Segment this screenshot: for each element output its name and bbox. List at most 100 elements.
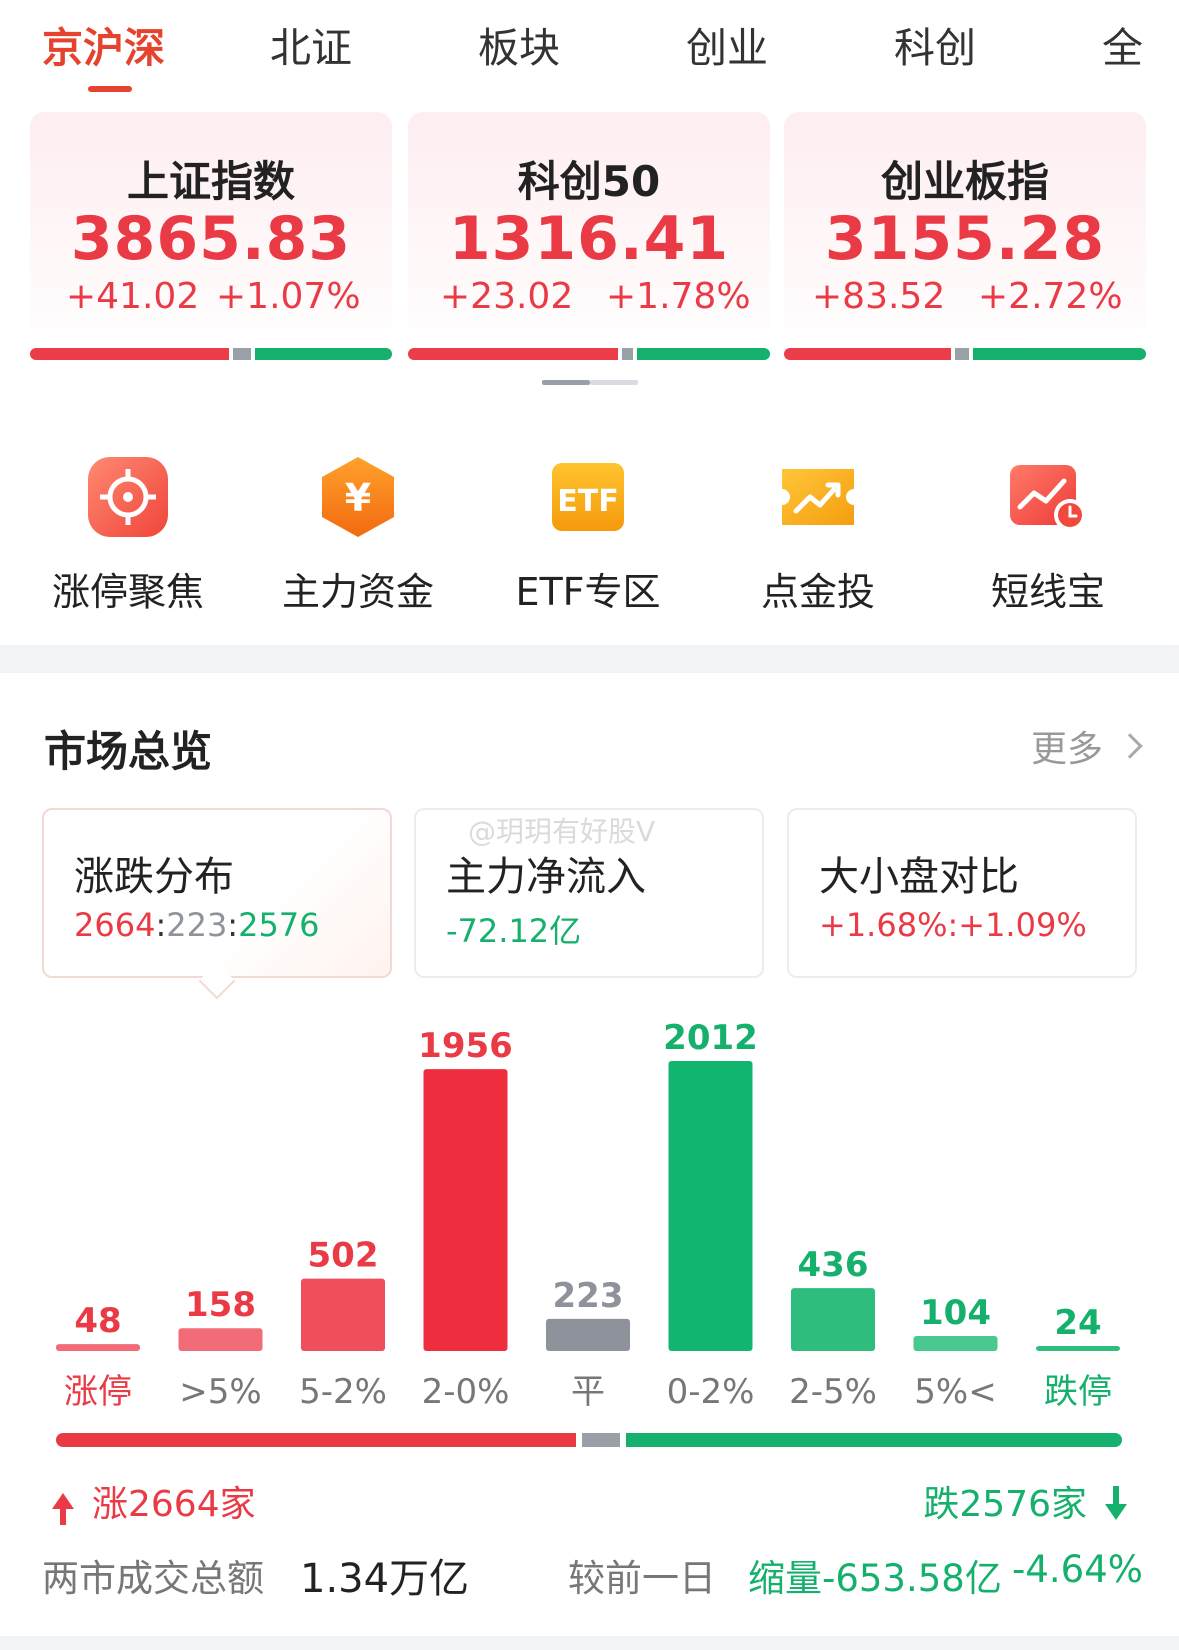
category-label: 平: [571, 1372, 605, 1412]
category-label: 跌停: [1044, 1372, 1112, 1412]
tab-jinghushen[interactable]: 京沪深: [42, 24, 165, 72]
target-icon: [88, 457, 168, 537]
shortcut-limit-up-focus[interactable]: 涨停聚焦: [38, 455, 218, 615]
category-label: 0-2%: [667, 1372, 755, 1412]
bar-value-label: 104: [920, 1293, 991, 1333]
yuan-hexagon-icon: ¥: [322, 457, 394, 537]
index-change-pct: +1.07%: [216, 276, 361, 317]
shortcut-duanxianbao[interactable]: 短线宝: [958, 455, 1138, 615]
breadth-flat-segment: [955, 348, 969, 360]
card-main-net-inflow[interactable]: 主力净流入 -72.12亿: [414, 808, 764, 978]
compare-label: 较前一日: [568, 1557, 716, 1600]
bar-value-label: 1956: [418, 1026, 513, 1066]
card-cap-comparison[interactable]: 大小盘对比 +1.68%:+1.09%: [787, 808, 1137, 978]
rise-count-label: 涨2664家: [92, 1484, 256, 1525]
breadth-up-segment: [784, 348, 951, 360]
index-breadth-bar: [30, 348, 392, 360]
bar-4: [546, 1318, 630, 1351]
category-label: 2-5%: [789, 1372, 877, 1412]
card-title: 主力净流入: [446, 854, 646, 900]
shortcut-main-capital[interactable]: ¥ 主力资金: [268, 455, 448, 615]
shortcut-label: 点金投: [760, 570, 875, 614]
shortcut-dianjintou[interactable]: 点金投: [728, 455, 908, 615]
category-label: 涨停: [64, 1372, 132, 1412]
rise-fall-distribution-chart: 48 涨停 158 >5% 502 5-2% 1956 2-0% 223 平 2012 0-2% 436…: [56, 1018, 1120, 1412]
svg-text:ETF: ETF: [557, 484, 618, 519]
breadth-down-segment: [973, 348, 1146, 360]
fall-count-label: 跌2576家: [923, 1484, 1087, 1525]
bar-value-label: 24: [1054, 1303, 1101, 1343]
bar-3: [423, 1069, 508, 1351]
active-tab-indicator: [88, 86, 132, 92]
index-change-pct: +2.72%: [978, 276, 1123, 317]
bar-6: [791, 1288, 875, 1351]
more-link[interactable]: 更多: [1030, 720, 1143, 772]
index-value: 1316.41: [448, 204, 730, 274]
cap-comparison-value: +1.68%:+1.09%: [819, 906, 1087, 944]
breadth-flat-segment: [622, 348, 633, 360]
tab-kechuang[interactable]: 科创: [894, 24, 976, 72]
arrow-up-icon: [52, 1493, 74, 1525]
index-change-pct: +1.78%: [606, 276, 751, 317]
tab-bankuai[interactable]: 板块: [478, 24, 560, 72]
bar-value-label: 436: [798, 1245, 869, 1285]
breadth-down-segment: [637, 348, 770, 360]
bar-value-label: 158: [185, 1285, 256, 1325]
advance-decline-ratio: 2664:223:2576: [74, 906, 320, 944]
bar-value-label: 223: [553, 1276, 624, 1316]
index-name: 上证指数: [126, 157, 295, 206]
breadth-up-segment: [30, 348, 229, 360]
arrow-down-icon: [1105, 1486, 1127, 1520]
fall-count: 跌2576家: [923, 1475, 1127, 1527]
chart-clock-icon: [1010, 465, 1086, 531]
turnover-row: 两市成交总额 1.34万亿 较前一日 缩量-653.58亿 -4.64%: [42, 1548, 1143, 1602]
tab-chuangye[interactable]: 创业: [686, 24, 768, 72]
index-name: 科创50: [517, 157, 661, 206]
shortcut-label: ETF专区: [515, 570, 661, 614]
decline-count: 2576: [238, 906, 320, 944]
index-breadth-bar: [784, 348, 1146, 360]
net-inflow-value: -72.12亿: [446, 912, 582, 950]
breadth-flat-segment: [233, 348, 251, 360]
bar-value-label: 2012: [663, 1018, 758, 1058]
chevron-right-icon: [1117, 733, 1143, 759]
market-overview-title: 市场总览: [44, 727, 213, 776]
category-label: 2-0%: [422, 1372, 510, 1412]
shortcut-label: 涨停聚焦: [51, 570, 204, 614]
breadth-flat-segment: [582, 1433, 620, 1447]
carousel-pager: [542, 380, 638, 385]
turnover-label: 两市成交总额: [42, 1557, 264, 1600]
rise-count: 涨2664家: [52, 1475, 256, 1527]
section-divider: [0, 645, 1179, 673]
index-card-star50[interactable]: 科创50 1316.41 +23.02 +1.78%: [408, 112, 770, 362]
index-card-shanghai[interactable]: 上证指数 3865.83 +41.02 +1.07%: [30, 112, 392, 362]
bar-1: [178, 1328, 263, 1351]
more-label: 更多: [1030, 729, 1103, 770]
bar-0: [56, 1344, 140, 1351]
shortcut-etf-zone[interactable]: ETF ETF专区: [498, 455, 678, 615]
flat-count: 223: [166, 906, 228, 944]
ticket-trend-icon: [782, 469, 854, 525]
card-advance-decline[interactable]: 涨跌分布 2664:223:2576: [42, 808, 392, 978]
breadth-down-segment: [626, 1433, 1122, 1447]
card-title: 大小盘对比: [819, 854, 1019, 900]
card-title: 涨跌分布: [74, 854, 234, 900]
index-value: 3155.28: [824, 204, 1106, 274]
etf-icon: ETF: [552, 463, 624, 531]
pager-dot: [590, 380, 638, 385]
tab-beizheng[interactable]: 北证: [270, 24, 352, 72]
bar-value-label: 502: [308, 1236, 379, 1276]
shortcut-label: 短线宝: [990, 570, 1105, 614]
index-value: 3865.83: [70, 204, 352, 274]
index-card-chinext[interactable]: 创业板指 3155.28 +83.52 +2.72%: [784, 112, 1146, 362]
breadth-up-segment: [408, 348, 618, 360]
category-label: >5%: [179, 1372, 261, 1412]
bar-5: [668, 1061, 753, 1351]
shortcut-label: 主力资金: [281, 570, 434, 614]
bar-2: [301, 1278, 385, 1351]
index-change: +23.02: [440, 276, 574, 317]
tab-quan[interactable]: 全: [1102, 24, 1143, 72]
compare-pct: -4.64%: [1012, 1548, 1143, 1591]
index-breadth-bar: [408, 348, 770, 360]
bar-8: [1036, 1346, 1120, 1351]
